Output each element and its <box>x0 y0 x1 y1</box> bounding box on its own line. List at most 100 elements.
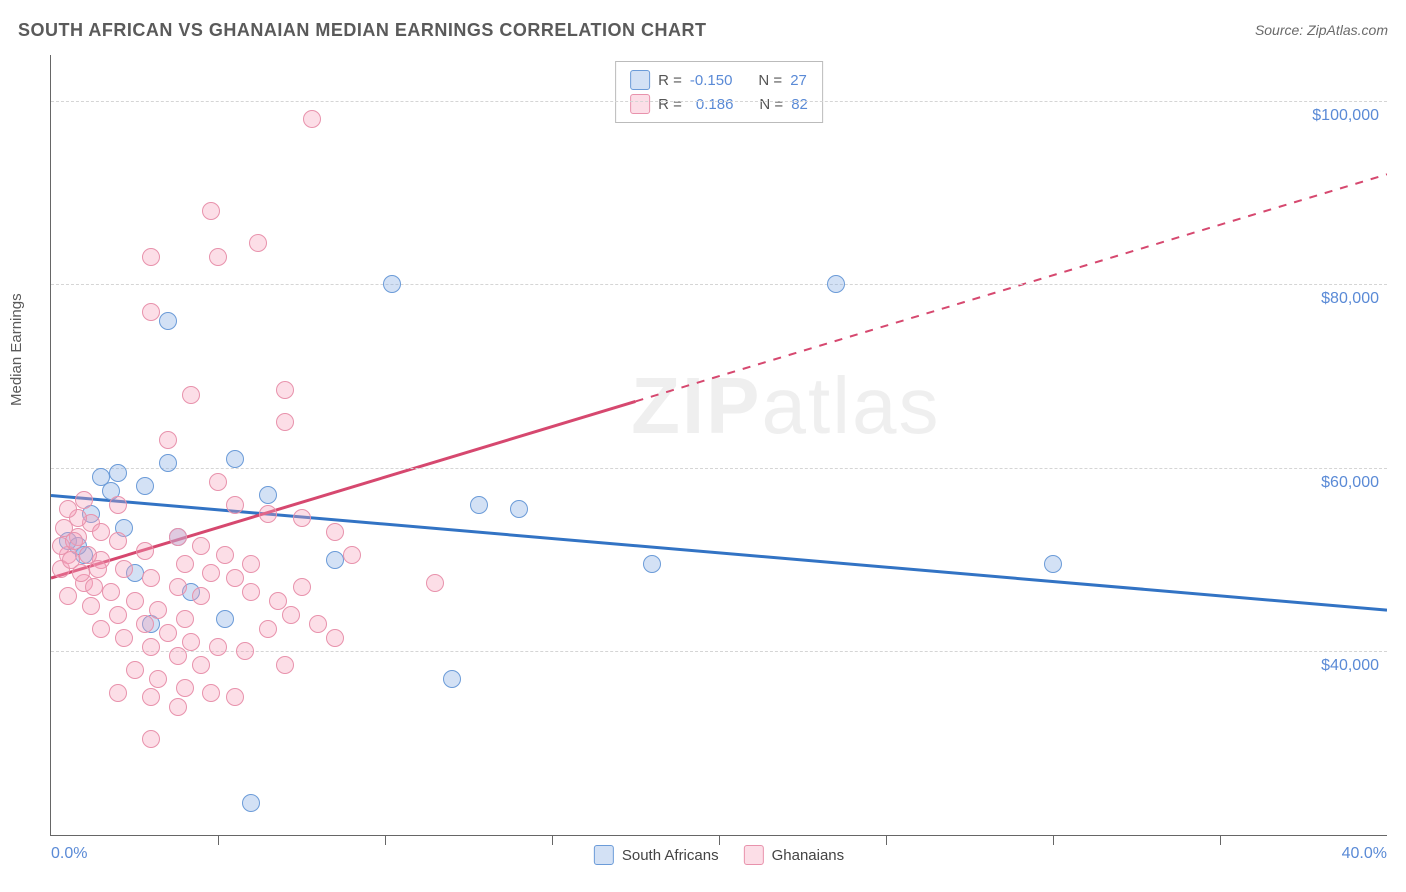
data-point <box>115 560 133 578</box>
data-point <box>192 587 210 605</box>
y-axis-label: Median Earnings <box>8 293 25 406</box>
data-point <box>343 546 361 564</box>
data-point <box>276 656 294 674</box>
data-point <box>169 528 187 546</box>
xtick <box>1220 835 1221 845</box>
data-point <box>142 688 160 706</box>
legend-blue-label: South Africans <box>622 847 719 864</box>
data-point <box>89 560 107 578</box>
stats-row-blue: R = -0.150 N = 27 <box>630 68 808 92</box>
data-point <box>142 638 160 656</box>
ytick-label: $60,000 <box>1321 474 1379 492</box>
data-point <box>82 597 100 615</box>
data-point <box>169 698 187 716</box>
data-point <box>510 500 528 518</box>
data-point <box>92 620 110 638</box>
chart-title: SOUTH AFRICAN VS GHANAIAN MEDIAN EARNING… <box>18 20 707 41</box>
data-point <box>149 670 167 688</box>
data-point <box>309 615 327 633</box>
data-point <box>293 578 311 596</box>
trend-line-dashed <box>636 174 1388 401</box>
data-point <box>192 656 210 674</box>
gridline <box>51 101 1387 102</box>
legend-item-blue: South Africans <box>594 845 719 865</box>
data-point <box>92 523 110 541</box>
gridline <box>51 468 1387 469</box>
xtick <box>552 835 553 845</box>
watermark: ZIPatlas <box>631 360 940 452</box>
data-point <box>182 386 200 404</box>
ytick-label: $80,000 <box>1321 290 1379 308</box>
data-point <box>470 496 488 514</box>
data-point <box>242 583 260 601</box>
data-point <box>426 574 444 592</box>
blue-r: -0.150 <box>690 72 733 89</box>
data-point <box>226 450 244 468</box>
data-point <box>102 583 120 601</box>
data-point <box>149 601 167 619</box>
series-legend: South Africans Ghanaians <box>594 845 844 865</box>
blue-n: 27 <box>790 72 807 89</box>
data-point <box>159 431 177 449</box>
xtick-label: 0.0% <box>51 845 87 863</box>
data-point <box>176 555 194 573</box>
data-point <box>202 684 220 702</box>
ytick-label: $40,000 <box>1321 657 1379 675</box>
data-point <box>282 606 300 624</box>
ytick-label: $100,000 <box>1312 107 1379 125</box>
data-point <box>136 542 154 560</box>
stats-legend: R = -0.150 N = 27 R = 0.186 N = 82 <box>615 61 823 123</box>
data-point <box>216 610 234 628</box>
data-point <box>326 551 344 569</box>
xtick <box>218 835 219 845</box>
data-point <box>643 555 661 573</box>
data-point <box>276 381 294 399</box>
data-point <box>159 624 177 642</box>
legend-pink-label: Ghanaians <box>772 847 845 864</box>
data-point <box>176 610 194 628</box>
data-point <box>109 464 127 482</box>
data-point <box>226 569 244 587</box>
data-point <box>126 592 144 610</box>
data-point <box>443 670 461 688</box>
data-point <box>293 509 311 527</box>
data-point <box>159 454 177 472</box>
data-point <box>226 688 244 706</box>
data-point <box>169 647 187 665</box>
data-point <box>142 569 160 587</box>
data-point <box>276 413 294 431</box>
data-point <box>109 496 127 514</box>
r-label: R = <box>658 96 682 113</box>
data-point <box>159 312 177 330</box>
xtick-label: 40.0% <box>1342 845 1387 863</box>
data-point <box>383 275 401 293</box>
data-point <box>209 248 227 266</box>
xtick <box>719 835 720 845</box>
swatch-pink-icon <box>744 845 764 865</box>
data-point <box>202 202 220 220</box>
scatter-chart: ZIPatlas R = -0.150 N = 27 R = 0.186 N =… <box>50 55 1387 836</box>
legend-item-pink: Ghanaians <box>744 845 845 865</box>
data-point <box>182 633 200 651</box>
data-point <box>216 546 234 564</box>
gridline <box>51 284 1387 285</box>
xtick <box>886 835 887 845</box>
data-point <box>209 473 227 491</box>
data-point <box>209 638 227 656</box>
stats-row-pink: R = 0.186 N = 82 <box>630 92 808 116</box>
data-point <box>1044 555 1062 573</box>
data-point <box>202 564 220 582</box>
data-point <box>142 303 160 321</box>
data-point <box>142 730 160 748</box>
data-point <box>326 523 344 541</box>
source-label: Source: ZipAtlas.com <box>1255 22 1388 38</box>
data-point <box>259 505 277 523</box>
data-point <box>109 606 127 624</box>
data-point <box>176 679 194 697</box>
trend-lines <box>51 55 1387 835</box>
data-point <box>259 620 277 638</box>
data-point <box>59 587 77 605</box>
r-label: R = <box>658 72 682 89</box>
n-label: N = <box>759 96 783 113</box>
data-point <box>126 661 144 679</box>
